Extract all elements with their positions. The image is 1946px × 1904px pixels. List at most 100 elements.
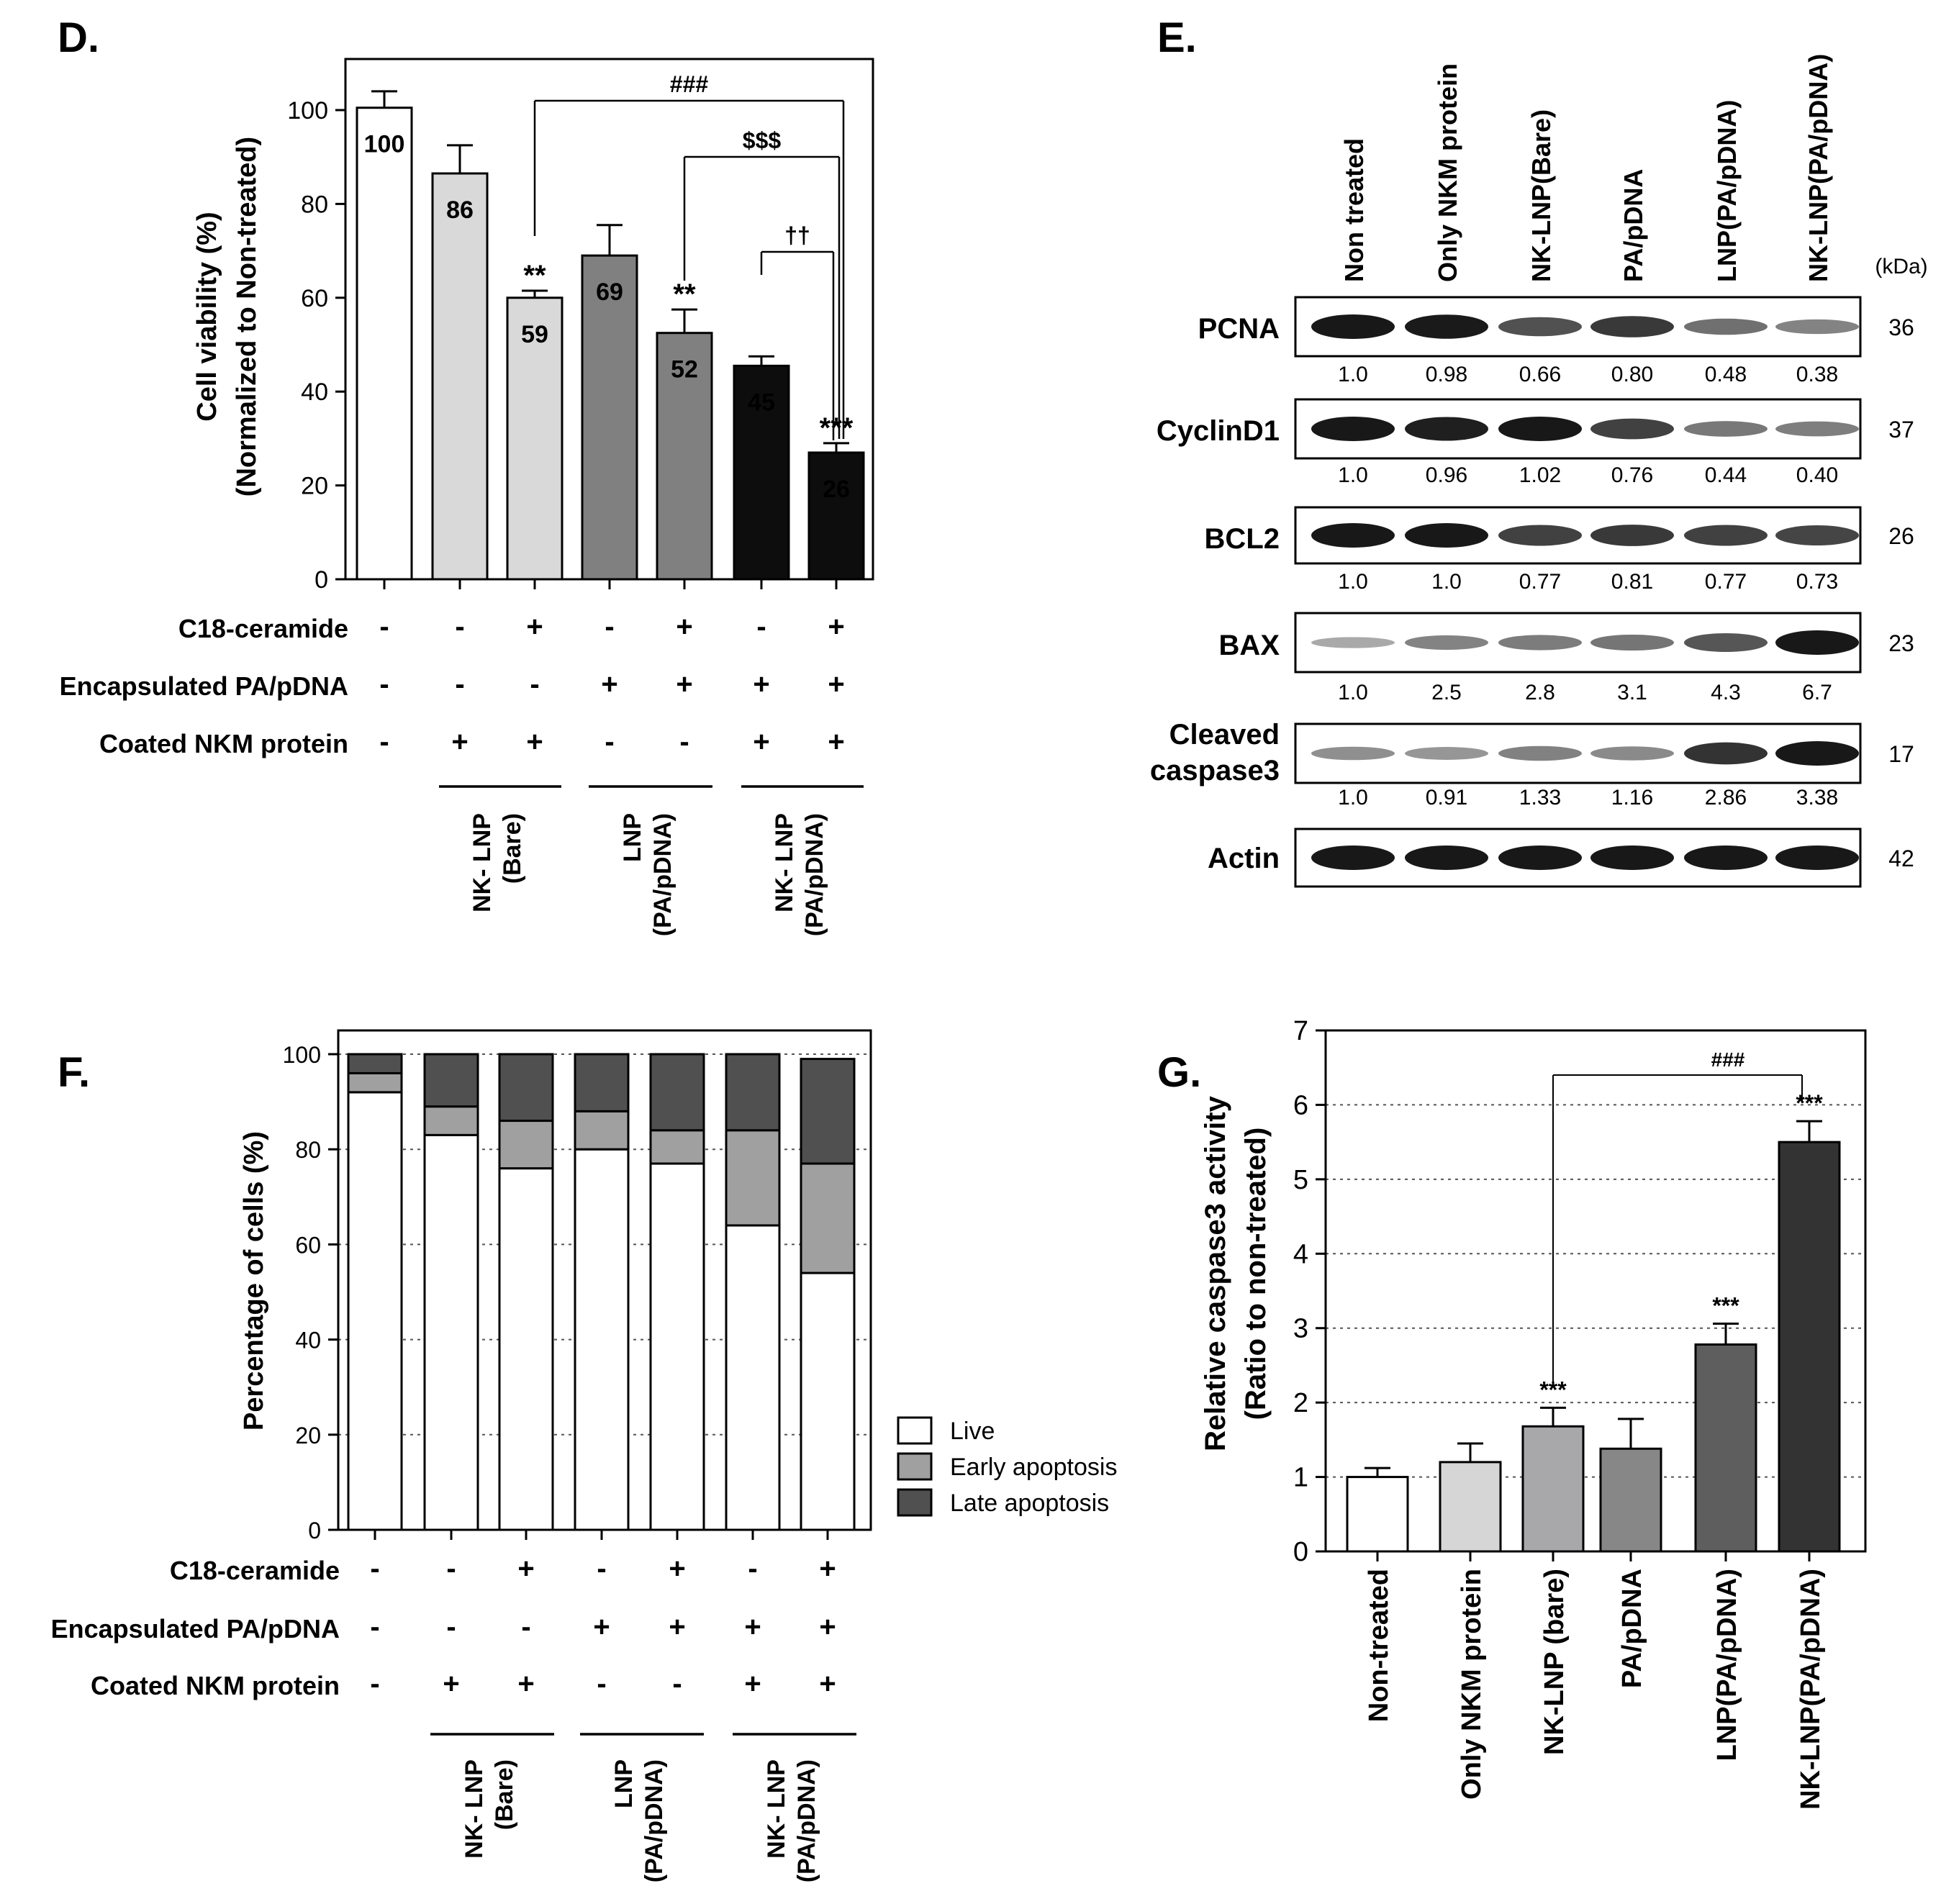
protein-band — [1684, 742, 1768, 765]
protein-band — [1590, 746, 1674, 761]
band-intensity-value: 1.0 — [1431, 570, 1462, 594]
data-label: 52 — [671, 356, 698, 384]
stacked-segment — [574, 1110, 630, 1151]
condition-sign: + — [819, 1611, 836, 1643]
condition-sign: - — [370, 1611, 379, 1643]
lane-label: PA/pDNA — [1619, 169, 1648, 282]
band-intensity-value: 2.5 — [1431, 681, 1462, 704]
protein-label: PCNA — [1198, 313, 1280, 345]
condition-sign: + — [593, 1611, 610, 1643]
y-tick-label: 2 — [1293, 1388, 1308, 1418]
stacked-segment — [347, 1053, 403, 1074]
protein-band — [1684, 525, 1768, 546]
condition-sign: - — [370, 1668, 379, 1700]
protein-label: Cleaved — [1169, 719, 1280, 751]
bar — [356, 106, 413, 581]
y-tick-label: 7 — [1293, 1016, 1308, 1046]
protein-label: caspase3 — [1150, 755, 1280, 786]
legend-swatch — [897, 1416, 933, 1445]
stacked-segment — [347, 1091, 403, 1531]
protein-band — [1498, 846, 1582, 870]
band-intensity-value: 1.16 — [1611, 786, 1653, 810]
y-tick-label: 40 — [295, 1328, 321, 1354]
protein-band — [1775, 846, 1859, 870]
y-tick-label: 0 — [308, 1518, 321, 1543]
protein-band — [1311, 314, 1395, 339]
stacked-segment — [649, 1129, 705, 1165]
y-axis-label: Cell viability (%) — [192, 212, 222, 421]
band-intensity-value: 0.91 — [1426, 786, 1467, 810]
stacked-segment — [725, 1053, 781, 1132]
condition-sign: - — [679, 726, 689, 758]
stacked-segment — [423, 1053, 479, 1108]
comparison-label: ### — [670, 71, 709, 97]
stacked-segment — [800, 1058, 856, 1165]
legend-swatch — [897, 1488, 933, 1517]
stacked-segment — [423, 1105, 479, 1136]
condition-row-label: Coated NKM protein — [99, 729, 348, 758]
band-intensity-value: 0.80 — [1611, 363, 1653, 386]
kda-label: 42 — [1888, 846, 1914, 871]
bar — [431, 172, 489, 581]
protein-band — [1498, 417, 1582, 441]
stacked-segment — [498, 1120, 554, 1170]
condition-row-label: C18-ceramide — [170, 1556, 340, 1585]
y-tick-label: 100 — [287, 97, 328, 124]
protein-band — [1498, 317, 1582, 337]
y-tick-label: 80 — [295, 1137, 321, 1163]
group-label: (PA/pDNA) — [641, 1759, 668, 1882]
protein-band — [1590, 418, 1674, 440]
protein-band — [1311, 746, 1395, 761]
band-intensity-value: 0.77 — [1705, 570, 1747, 594]
protein-band — [1775, 421, 1859, 437]
comparison-label: ### — [1711, 1048, 1745, 1071]
stacked-segment — [649, 1053, 705, 1132]
band-intensity-value: 1.02 — [1519, 463, 1561, 487]
group-label: (PA/pDNA) — [649, 813, 676, 936]
protein-band — [1498, 745, 1582, 761]
condition-sign: + — [828, 611, 844, 643]
condition-sign: + — [828, 726, 844, 758]
condition-sign: - — [597, 1553, 606, 1585]
data-label: 45 — [748, 389, 775, 416]
kda-header: (kDa) — [1875, 255, 1927, 278]
condition-sign: + — [744, 1611, 761, 1643]
kda-label: 36 — [1888, 314, 1914, 340]
kda-label: 26 — [1888, 523, 1914, 549]
bar — [1694, 1343, 1757, 1553]
protein-band — [1590, 846, 1674, 870]
bar — [1778, 1141, 1841, 1553]
band-intensity-value: 0.44 — [1705, 463, 1747, 487]
panel-g-caspase-chart: 0 1 2 3 4 5 6 7 Relative caspase3 activity (Ratio… — [1200, 1016, 1867, 1810]
significance-stars: *** — [820, 412, 854, 444]
protein-band — [1775, 741, 1859, 766]
protein-band — [1590, 316, 1674, 337]
data-label: 59 — [521, 321, 548, 348]
protein-band — [1405, 635, 1488, 650]
band-intensity-value: 0.77 — [1519, 570, 1561, 594]
band-intensity-value: 0.48 — [1705, 363, 1747, 386]
condition-sign: - — [446, 1611, 456, 1643]
data-label: 26 — [823, 476, 850, 503]
protein-band — [1311, 417, 1395, 441]
protein-band — [1775, 630, 1859, 655]
protein-label: CyclinD1 — [1157, 415, 1280, 447]
y-tick-label: 3 — [1293, 1314, 1308, 1344]
protein-band — [1405, 314, 1488, 339]
protein-band — [1590, 634, 1674, 651]
stacked-segment — [649, 1162, 705, 1531]
band-intensity-value: 0.98 — [1426, 363, 1467, 386]
band-intensity-value: 3.1 — [1617, 681, 1647, 704]
stacked-segment — [800, 1271, 856, 1531]
condition-sign: + — [517, 1553, 534, 1585]
panel-letter-f: F. — [58, 1049, 90, 1096]
condition-sign: + — [676, 611, 692, 643]
lane-label: NK-LNP(PA/pDNA) — [1804, 54, 1833, 282]
y-axis-label: (Normalized to Non-treated) — [232, 137, 262, 497]
y-tick-label: 1 — [1293, 1463, 1308, 1493]
x-category-label: Non-treated — [1364, 1569, 1394, 1722]
y-tick-label: 40 — [301, 378, 328, 406]
band-intensity-value: 1.0 — [1338, 786, 1368, 810]
y-axis-label: (Ratio to non-treated) — [1240, 1128, 1272, 1420]
